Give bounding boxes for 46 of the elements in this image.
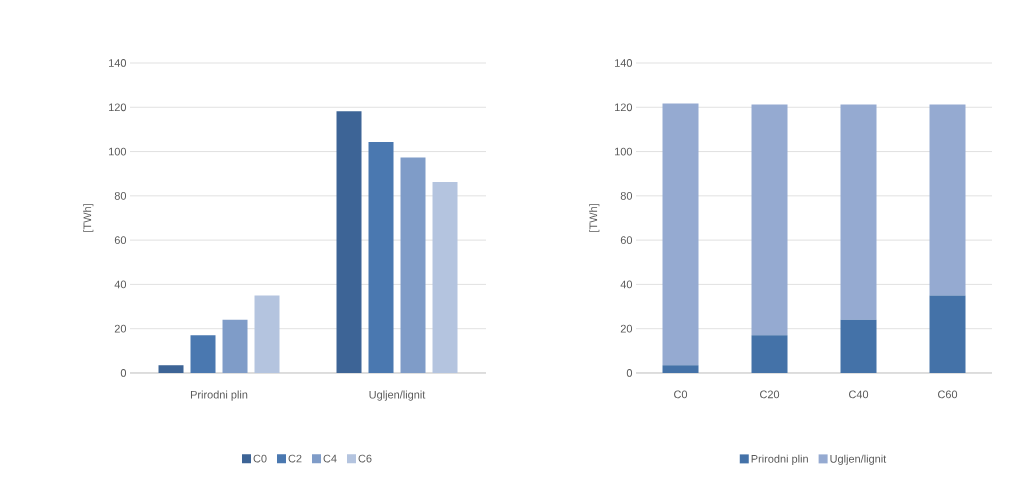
bar <box>158 365 184 373</box>
legend-label: C0 <box>253 454 267 463</box>
bar <box>336 111 362 373</box>
x-tick-label: C0 <box>674 390 688 399</box>
bar <box>662 365 699 373</box>
legend-label: C4 <box>323 454 337 463</box>
x-tick-label: C20 <box>760 390 780 399</box>
bar <box>840 104 877 320</box>
bar <box>662 103 699 366</box>
x-tick-label: Ugljen/lignit <box>369 390 426 401</box>
y-tick-label: 60 <box>620 236 633 245</box>
bar <box>254 295 280 373</box>
y-tick-label: 140 <box>615 59 633 67</box>
y-tick-label: 120 <box>615 103 633 112</box>
y-tick-label: 0 <box>626 369 633 377</box>
bar <box>751 335 788 373</box>
legend-label: Prirodni plin <box>751 454 808 465</box>
bar <box>400 157 426 373</box>
bar <box>929 104 966 296</box>
y-tick-label: 60 <box>114 236 127 245</box>
y-tick-label: 40 <box>620 280 633 289</box>
y-tick-label: 80 <box>620 191 633 200</box>
y-tick-label: 20 <box>114 324 127 333</box>
x-tick-label: Prirodni plin <box>190 390 248 401</box>
y-tick-label: 100 <box>615 147 633 156</box>
bar <box>751 104 788 336</box>
y-axis-title: [TWh] <box>83 204 94 232</box>
bar <box>432 181 458 373</box>
y-tick-label: 0 <box>120 369 127 377</box>
bar <box>222 319 248 373</box>
y-tick-label: 140 <box>109 59 127 67</box>
y-tick-label: 120 <box>109 103 127 112</box>
x-tick-label: C40 <box>849 390 869 399</box>
legend-label: C6 <box>358 454 372 463</box>
bar <box>840 319 877 373</box>
bar <box>929 295 966 373</box>
y-tick-label: 80 <box>114 191 127 200</box>
legend-label: Ugljen/lignit <box>830 454 887 465</box>
y-tick-label: 100 <box>109 147 127 156</box>
y-axis-title: [TWh] <box>589 204 600 232</box>
x-tick-label: C60 <box>938 390 958 399</box>
legend-label: C2 <box>288 454 302 463</box>
y-tick-label: 40 <box>114 280 127 289</box>
bar <box>190 335 216 373</box>
bar <box>368 142 394 373</box>
y-tick-label: 20 <box>620 324 633 333</box>
